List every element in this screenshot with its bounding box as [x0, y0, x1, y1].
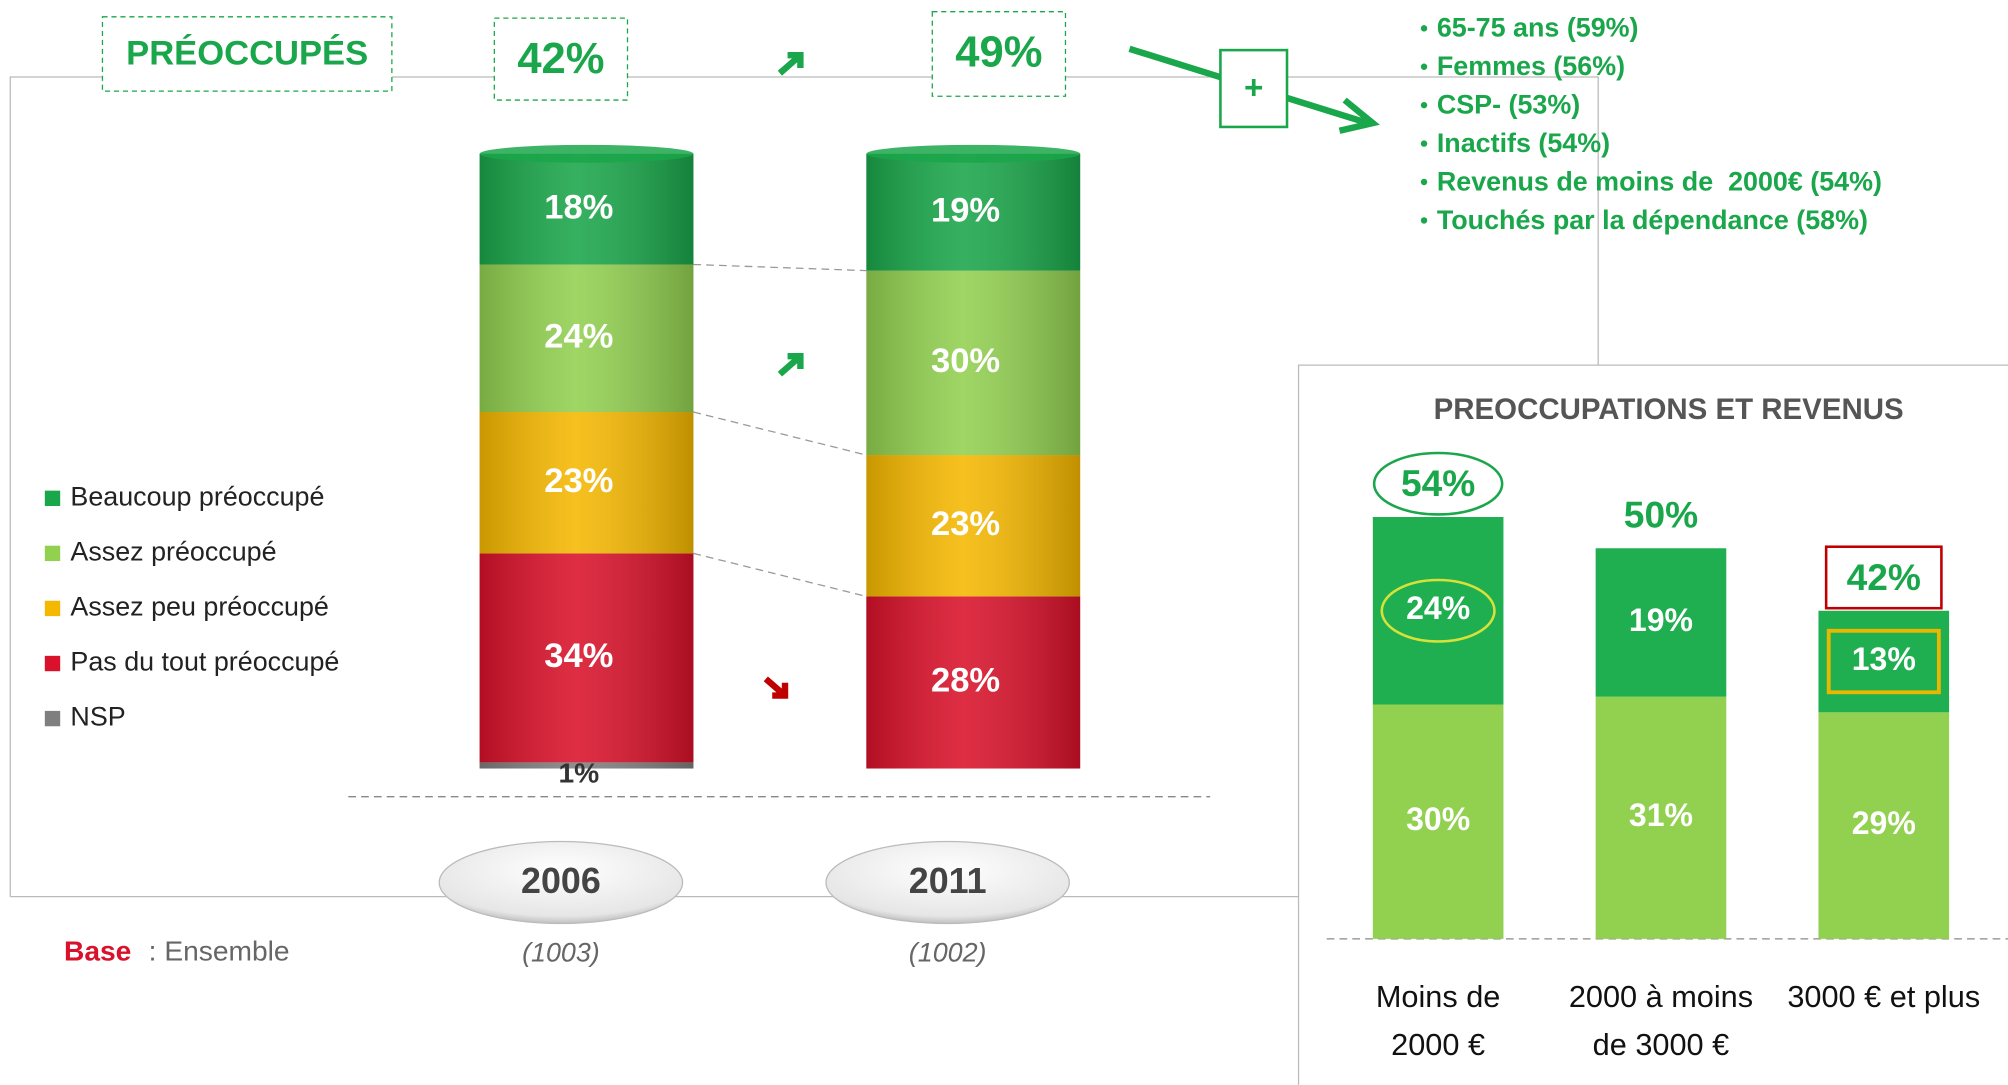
- legend-label: Assez peu préoccupé: [70, 592, 328, 622]
- sample-size: (1003): [522, 937, 600, 967]
- total-label: 42%: [517, 35, 604, 83]
- connector: [693, 552, 867, 598]
- total-label: 49%: [955, 29, 1042, 77]
- callout-item: Touchés par la dépendance (58%): [1437, 205, 1868, 235]
- data-label: 19%: [1629, 602, 1693, 638]
- base-text: : Ensemble: [141, 934, 290, 966]
- base-label: Base: [64, 934, 131, 966]
- callout: +: [1244, 70, 1263, 107]
- callout-item: 65-75 ans (59%): [1437, 13, 1639, 43]
- total-label: 42%: [1847, 556, 1921, 598]
- legend-label: NSP: [70, 702, 125, 732]
- data-label: 34%: [544, 637, 613, 675]
- data-label: 1%: [558, 756, 599, 788]
- highlight: [1380, 578, 1496, 643]
- bar-segment: [1595, 548, 1727, 697]
- bar-segment: [1595, 696, 1727, 939]
- x-tick-label: 2006: [521, 861, 601, 901]
- x-tick-label: 3000 € et plus: [1787, 979, 1981, 1015]
- callout-item: Femmes (56%): [1437, 51, 1625, 81]
- year-oval: [438, 840, 684, 925]
- bar-segment: [1372, 704, 1504, 939]
- data-label: 23%: [544, 462, 613, 500]
- bar-segment: [1818, 610, 1950, 713]
- legend-swatch: [44, 655, 61, 672]
- bullet: [1420, 217, 1428, 224]
- legend-swatch: [44, 600, 61, 617]
- bar-shade: [479, 762, 694, 769]
- callout-box: [1219, 48, 1289, 129]
- highlight: [1824, 545, 1943, 610]
- x-tick-label: Moins de 2000 €: [1375, 979, 1501, 1062]
- legend-swatch: [44, 545, 61, 562]
- data-label: 29%: [1852, 805, 1916, 841]
- year-oval: [825, 840, 1070, 925]
- chart-title: PREOCCUPATIONS ET REVENUS: [1434, 393, 1904, 426]
- data-label: 23%: [931, 505, 1000, 543]
- connector: [693, 263, 867, 272]
- bullet: [1420, 25, 1428, 32]
- bar-shade: [479, 412, 694, 554]
- highlight: [1826, 628, 1941, 695]
- data-label: 19%: [931, 191, 1000, 229]
- sample-size: (1002): [909, 937, 987, 967]
- callout-item: Revenus de moins de 2000€ (54%): [1437, 166, 1882, 196]
- data-label: 24%: [544, 317, 613, 355]
- bar-shade: [866, 596, 1081, 769]
- data-label: 30%: [931, 342, 1000, 380]
- headline-box: [101, 16, 393, 92]
- legend-swatch: [44, 490, 61, 507]
- callout-item: CSP- (53%): [1437, 90, 1580, 120]
- highlight: [1372, 451, 1504, 516]
- callout-item: Inactifs (54%): [1437, 128, 1610, 158]
- bar-top: [479, 144, 694, 163]
- total-label: 50%: [1624, 493, 1698, 535]
- data-label: 13%: [1852, 641, 1916, 677]
- legend-label: Beaucoup préoccupé: [70, 481, 324, 511]
- bullet: [1420, 140, 1428, 147]
- total-label: 54%: [1401, 462, 1475, 504]
- frame: [9, 76, 1599, 897]
- bar-shade: [866, 153, 1081, 271]
- headline: PRÉOCCUPÉS: [126, 32, 368, 72]
- bullet: [1420, 63, 1428, 70]
- data-label: 30%: [1406, 801, 1470, 837]
- frame: [1297, 364, 2008, 1085]
- data-label: 31%: [1629, 797, 1693, 833]
- total-box: [931, 11, 1067, 97]
- bar-shade: [866, 455, 1081, 597]
- bar-shade: [479, 553, 694, 763]
- bar-segment: [1818, 712, 1950, 939]
- x-tick-label: 2011: [909, 861, 987, 901]
- data-label: 28%: [931, 662, 1000, 700]
- bar-shade: [866, 270, 1081, 456]
- bar-top: [866, 144, 1081, 163]
- x-tick-label: 2000 à moins de 3000 €: [1568, 979, 1754, 1062]
- bar-shade: [479, 153, 694, 265]
- trend-arrows: [763, 52, 804, 699]
- legend-label: Pas du tout préoccupé: [70, 647, 339, 677]
- bullet: [1420, 101, 1428, 109]
- bar-segment: [1372, 517, 1504, 705]
- connector: [693, 411, 867, 456]
- bullet: [1420, 178, 1428, 186]
- bar-shade: [479, 264, 694, 413]
- data-label: 18%: [544, 188, 613, 226]
- legend-swatch: [44, 710, 61, 727]
- total-box: [493, 17, 629, 101]
- legend-label: Assez préoccupé: [70, 536, 276, 566]
- data-label: 24%: [1406, 590, 1470, 626]
